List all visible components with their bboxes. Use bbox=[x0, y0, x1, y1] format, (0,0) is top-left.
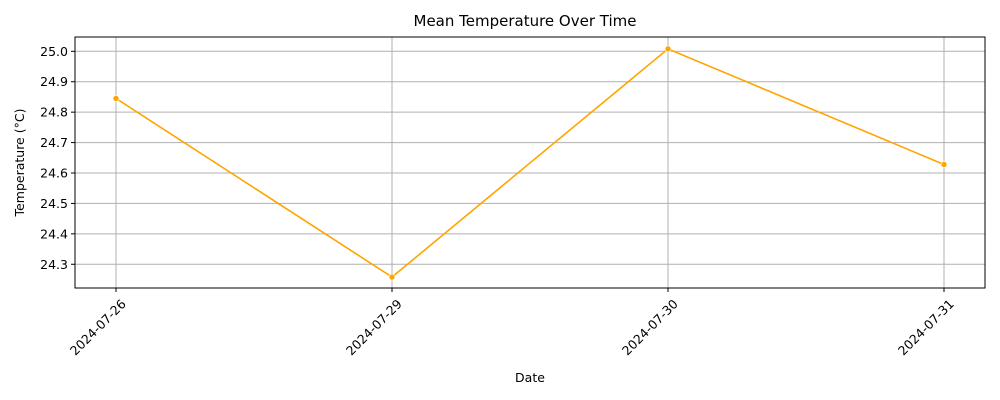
x-tick-label: 2024-07-30 bbox=[619, 296, 681, 358]
chart-title: Mean Temperature Over Time bbox=[414, 12, 637, 30]
x-axis-label: Date bbox=[515, 370, 545, 385]
y-tick-label: 24.5 bbox=[40, 196, 68, 211]
data-point bbox=[388, 273, 396, 281]
y-tick-label: 24.8 bbox=[40, 105, 68, 120]
y-tick-label: 24.7 bbox=[40, 135, 68, 150]
y-tick-label: 24.6 bbox=[40, 165, 68, 180]
plot-frame bbox=[74, 36, 986, 289]
data-point bbox=[940, 161, 948, 168]
y-tick-label: 24.3 bbox=[40, 257, 68, 272]
x-tick-label: 2024-07-31 bbox=[895, 296, 957, 358]
data-point bbox=[664, 45, 672, 53]
series bbox=[112, 45, 948, 281]
x-tick-label: 2024-07-26 bbox=[67, 296, 129, 358]
grid bbox=[75, 37, 985, 288]
y-tick-label: 25.0 bbox=[40, 44, 68, 59]
axis-ticks: 24.3 24.4 24.5 24.6 24.7 24.8 24.9 25.0 2024-07-… bbox=[40, 44, 957, 358]
data-point bbox=[112, 95, 120, 102]
x-tick-label: 2024-07-29 bbox=[343, 296, 405, 358]
y-axis-label: Temperature (°C) bbox=[12, 109, 27, 218]
y-tick-label: 24.9 bbox=[40, 74, 68, 89]
y-tick-label: 24.4 bbox=[40, 226, 68, 241]
series-line bbox=[115, 47, 945, 279]
